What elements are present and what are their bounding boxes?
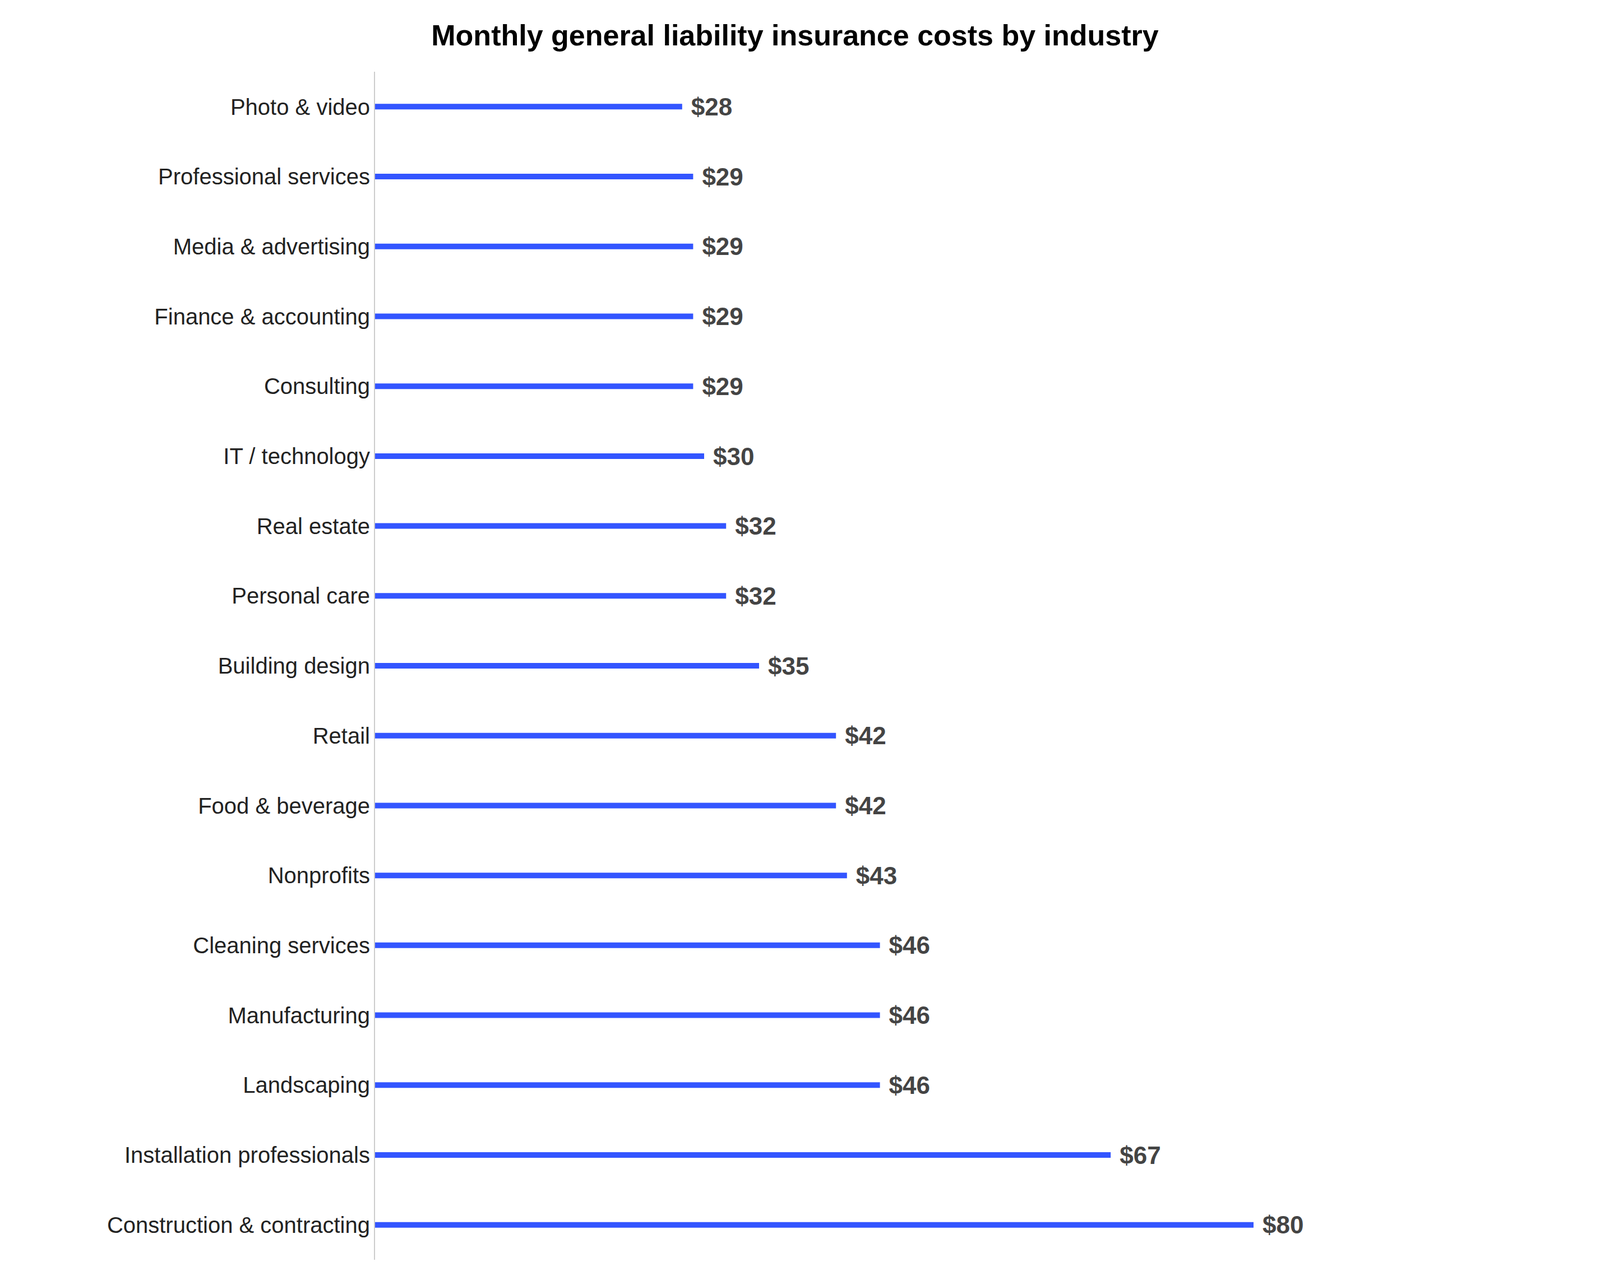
svg-text:$29: $29 xyxy=(701,232,743,261)
svg-text:Cleaning services: Cleaning services xyxy=(192,933,371,959)
svg-text:$43: $43 xyxy=(856,862,897,890)
svg-text:$80: $80 xyxy=(1262,1211,1304,1239)
svg-text:$35: $35 xyxy=(768,652,809,681)
svg-text:Personal care: Personal care xyxy=(231,583,371,609)
svg-text:Professional services: Professional services xyxy=(158,164,371,189)
svg-text:Landscaping: Landscaping xyxy=(242,1073,371,1098)
svg-text:Retail: Retail xyxy=(312,723,371,749)
svg-text:Manufacturing: Manufacturing xyxy=(228,1003,371,1029)
html-text:Monthly general liability insu: Monthly general liability insurance cost… xyxy=(431,19,1159,52)
svg-text:Real estate: Real estate xyxy=(256,514,371,539)
svg-text:$30: $30 xyxy=(713,442,755,471)
svg-text:Consulting: Consulting xyxy=(264,373,371,399)
svg-text:$28: $28 xyxy=(691,93,733,121)
svg-text:$46: $46 xyxy=(889,931,931,960)
svg-text:$29: $29 xyxy=(701,302,743,331)
svg-text:$67: $67 xyxy=(1119,1141,1161,1170)
svg-text:Media & advertising: Media & advertising xyxy=(173,234,371,260)
svg-text:$32: $32 xyxy=(734,512,776,540)
svg-text:Construction & contracting: Construction & contracting xyxy=(107,1213,371,1238)
svg-text:$29: $29 xyxy=(701,372,743,401)
svg-text:Installation professionals: Installation professionals xyxy=(124,1143,371,1168)
svg-text:$46: $46 xyxy=(889,1071,931,1100)
svg-text:$46: $46 xyxy=(889,1001,931,1030)
svg-text:$32: $32 xyxy=(734,582,776,610)
svg-text:$42: $42 xyxy=(844,792,886,820)
svg-text:IT / technology: IT / technology xyxy=(223,444,371,469)
svg-text:Nonprofits: Nonprofits xyxy=(267,863,371,889)
svg-text:$29: $29 xyxy=(701,163,743,191)
svg-text:Building design: Building design xyxy=(218,653,371,679)
svg-text:Photo & video: Photo & video xyxy=(230,94,371,120)
svg-text:$42: $42 xyxy=(844,722,886,750)
svg-text:Finance & accounting: Finance & accounting xyxy=(154,304,371,330)
svg-text:Food & beverage: Food & beverage xyxy=(197,793,371,819)
